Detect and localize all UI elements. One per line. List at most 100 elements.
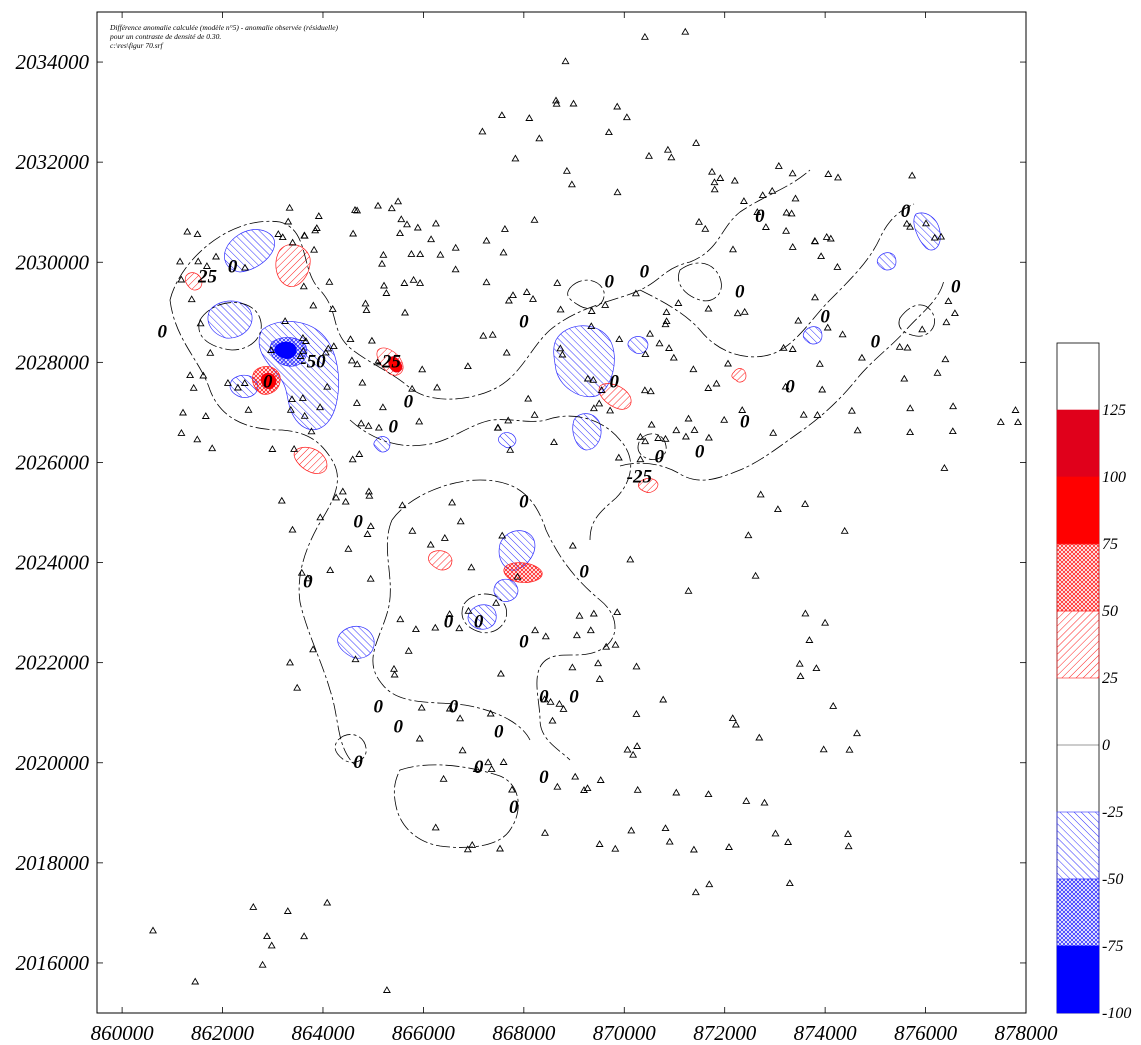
station-marker xyxy=(478,127,487,135)
station-marker xyxy=(742,797,751,804)
station-marker xyxy=(329,342,338,350)
station-marker xyxy=(293,683,302,691)
station-marker xyxy=(530,410,539,418)
station-marker xyxy=(733,309,742,317)
station-marker xyxy=(853,426,862,434)
station-marker xyxy=(834,173,842,181)
station-marker xyxy=(633,785,642,793)
station-marker xyxy=(788,345,797,352)
station-marker xyxy=(286,658,294,666)
station-marker xyxy=(667,153,676,161)
station-marker xyxy=(647,420,656,428)
station-marker xyxy=(724,359,732,367)
station-marker xyxy=(681,432,690,440)
station-marker xyxy=(689,845,698,853)
station-marker xyxy=(382,986,391,993)
negative-zone xyxy=(498,530,536,571)
station-marker xyxy=(645,151,653,159)
station-marker xyxy=(774,162,783,169)
station-marker xyxy=(347,356,356,364)
x-tick-label: 874000 xyxy=(794,1021,858,1045)
station-marker xyxy=(212,252,220,260)
legend-level-label: 100 xyxy=(1102,469,1126,486)
station-marker xyxy=(902,219,911,227)
station-marker xyxy=(451,265,460,273)
station-marker xyxy=(918,325,927,333)
station-marker xyxy=(614,453,623,461)
station-marker xyxy=(367,336,376,344)
station-marker xyxy=(357,419,366,427)
contour-label: 0 xyxy=(474,612,484,633)
contour-label: 0 xyxy=(449,697,459,718)
station-marker xyxy=(996,418,1005,425)
station-marker xyxy=(906,428,915,436)
negative-zone xyxy=(553,325,615,398)
station-marker xyxy=(833,263,842,270)
station-marker xyxy=(286,405,295,413)
station-marker xyxy=(439,774,448,782)
positive-zone xyxy=(293,446,328,474)
station-marker xyxy=(341,497,350,505)
contour-line xyxy=(567,279,605,309)
station-marker xyxy=(944,297,953,305)
station-marker xyxy=(502,348,511,356)
station-marker xyxy=(940,464,949,471)
station-marker xyxy=(941,355,950,363)
station-marker xyxy=(496,669,505,677)
station-marker xyxy=(740,307,749,315)
station-marker xyxy=(553,279,562,286)
station-marker xyxy=(382,289,391,296)
station-marker xyxy=(274,230,283,237)
station-marker xyxy=(672,426,681,434)
caption-line-1: Différence anomalie calculée (modèle n°5… xyxy=(109,23,339,32)
contour-label: 0 xyxy=(404,391,414,412)
axis-ticks xyxy=(97,12,1027,1013)
station-marker xyxy=(622,113,631,121)
station-marker xyxy=(283,907,292,914)
contour-line xyxy=(461,593,508,634)
station-marker xyxy=(183,227,192,235)
station-marker xyxy=(791,194,800,202)
station-marker xyxy=(646,329,654,337)
station-marker xyxy=(290,445,299,452)
station-marker xyxy=(813,411,822,418)
station-marker xyxy=(782,208,791,216)
station-marker xyxy=(708,167,716,175)
x-tick-label: 872000 xyxy=(693,1021,757,1045)
station-marker xyxy=(241,263,249,271)
zero-contours xyxy=(169,169,945,848)
station-marker xyxy=(561,57,570,65)
station-marker xyxy=(300,932,309,940)
station-marker xyxy=(186,371,195,379)
station-marker xyxy=(296,352,305,359)
contour-line xyxy=(637,433,667,460)
station-marker xyxy=(373,358,382,366)
contour-line xyxy=(639,203,915,358)
station-marker xyxy=(753,208,762,215)
contour-label: 0 xyxy=(539,767,549,788)
station-marker xyxy=(298,334,307,341)
station-marker xyxy=(479,331,488,339)
station-marker xyxy=(728,714,737,722)
station-marker xyxy=(552,99,561,107)
station-marker xyxy=(949,402,958,410)
contour-label: 0 xyxy=(901,201,911,222)
legend-level-label: 25 xyxy=(1102,670,1118,687)
legend-level-label: -50 xyxy=(1102,871,1123,888)
station-marker xyxy=(845,745,854,753)
station-marker xyxy=(445,610,454,617)
negative-zone-solid xyxy=(274,341,297,359)
station-marker xyxy=(1014,418,1022,426)
contour-line xyxy=(349,419,547,447)
contour-line xyxy=(372,519,531,741)
contour-line xyxy=(619,279,945,481)
station-marker xyxy=(906,404,915,412)
station-marker xyxy=(937,232,946,240)
station-marker xyxy=(355,450,364,457)
station-marker xyxy=(611,844,620,852)
station-marker xyxy=(712,379,721,387)
legend-level-label: 50 xyxy=(1102,603,1118,620)
positive-zone xyxy=(184,272,203,291)
station-marker xyxy=(522,288,531,295)
